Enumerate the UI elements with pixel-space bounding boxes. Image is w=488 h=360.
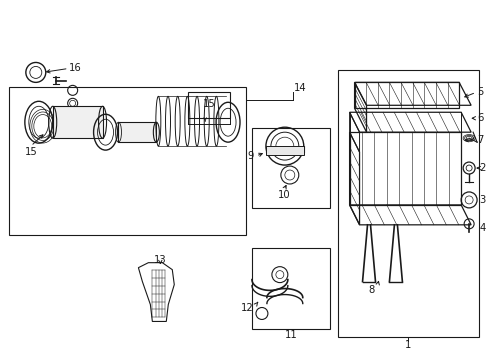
Text: 16: 16 [68,63,81,73]
Text: 3: 3 [478,195,485,205]
Text: 13: 13 [154,255,166,265]
Text: 12: 12 [241,302,253,312]
Text: 2: 2 [478,163,485,173]
Text: 1: 1 [405,340,411,350]
Text: 4: 4 [478,223,485,233]
Text: 14: 14 [293,84,306,93]
Text: 10: 10 [277,190,289,200]
Text: 5: 5 [476,87,483,97]
Bar [9,87,245,235]
Bar [53,106,102,138]
Bar [337,71,478,337]
Text: 9: 9 [247,151,253,161]
Text: 6: 6 [476,113,483,123]
Bar [188,92,229,118]
Bar [251,248,329,329]
Text: 8: 8 [367,284,374,294]
Bar [251,128,329,208]
Bar [118,122,156,142]
Text: 15: 15 [203,99,215,109]
Text: 11: 11 [284,330,297,341]
Text: 15: 15 [24,147,37,157]
Text: 7: 7 [476,135,483,145]
Bar [265,146,303,155]
